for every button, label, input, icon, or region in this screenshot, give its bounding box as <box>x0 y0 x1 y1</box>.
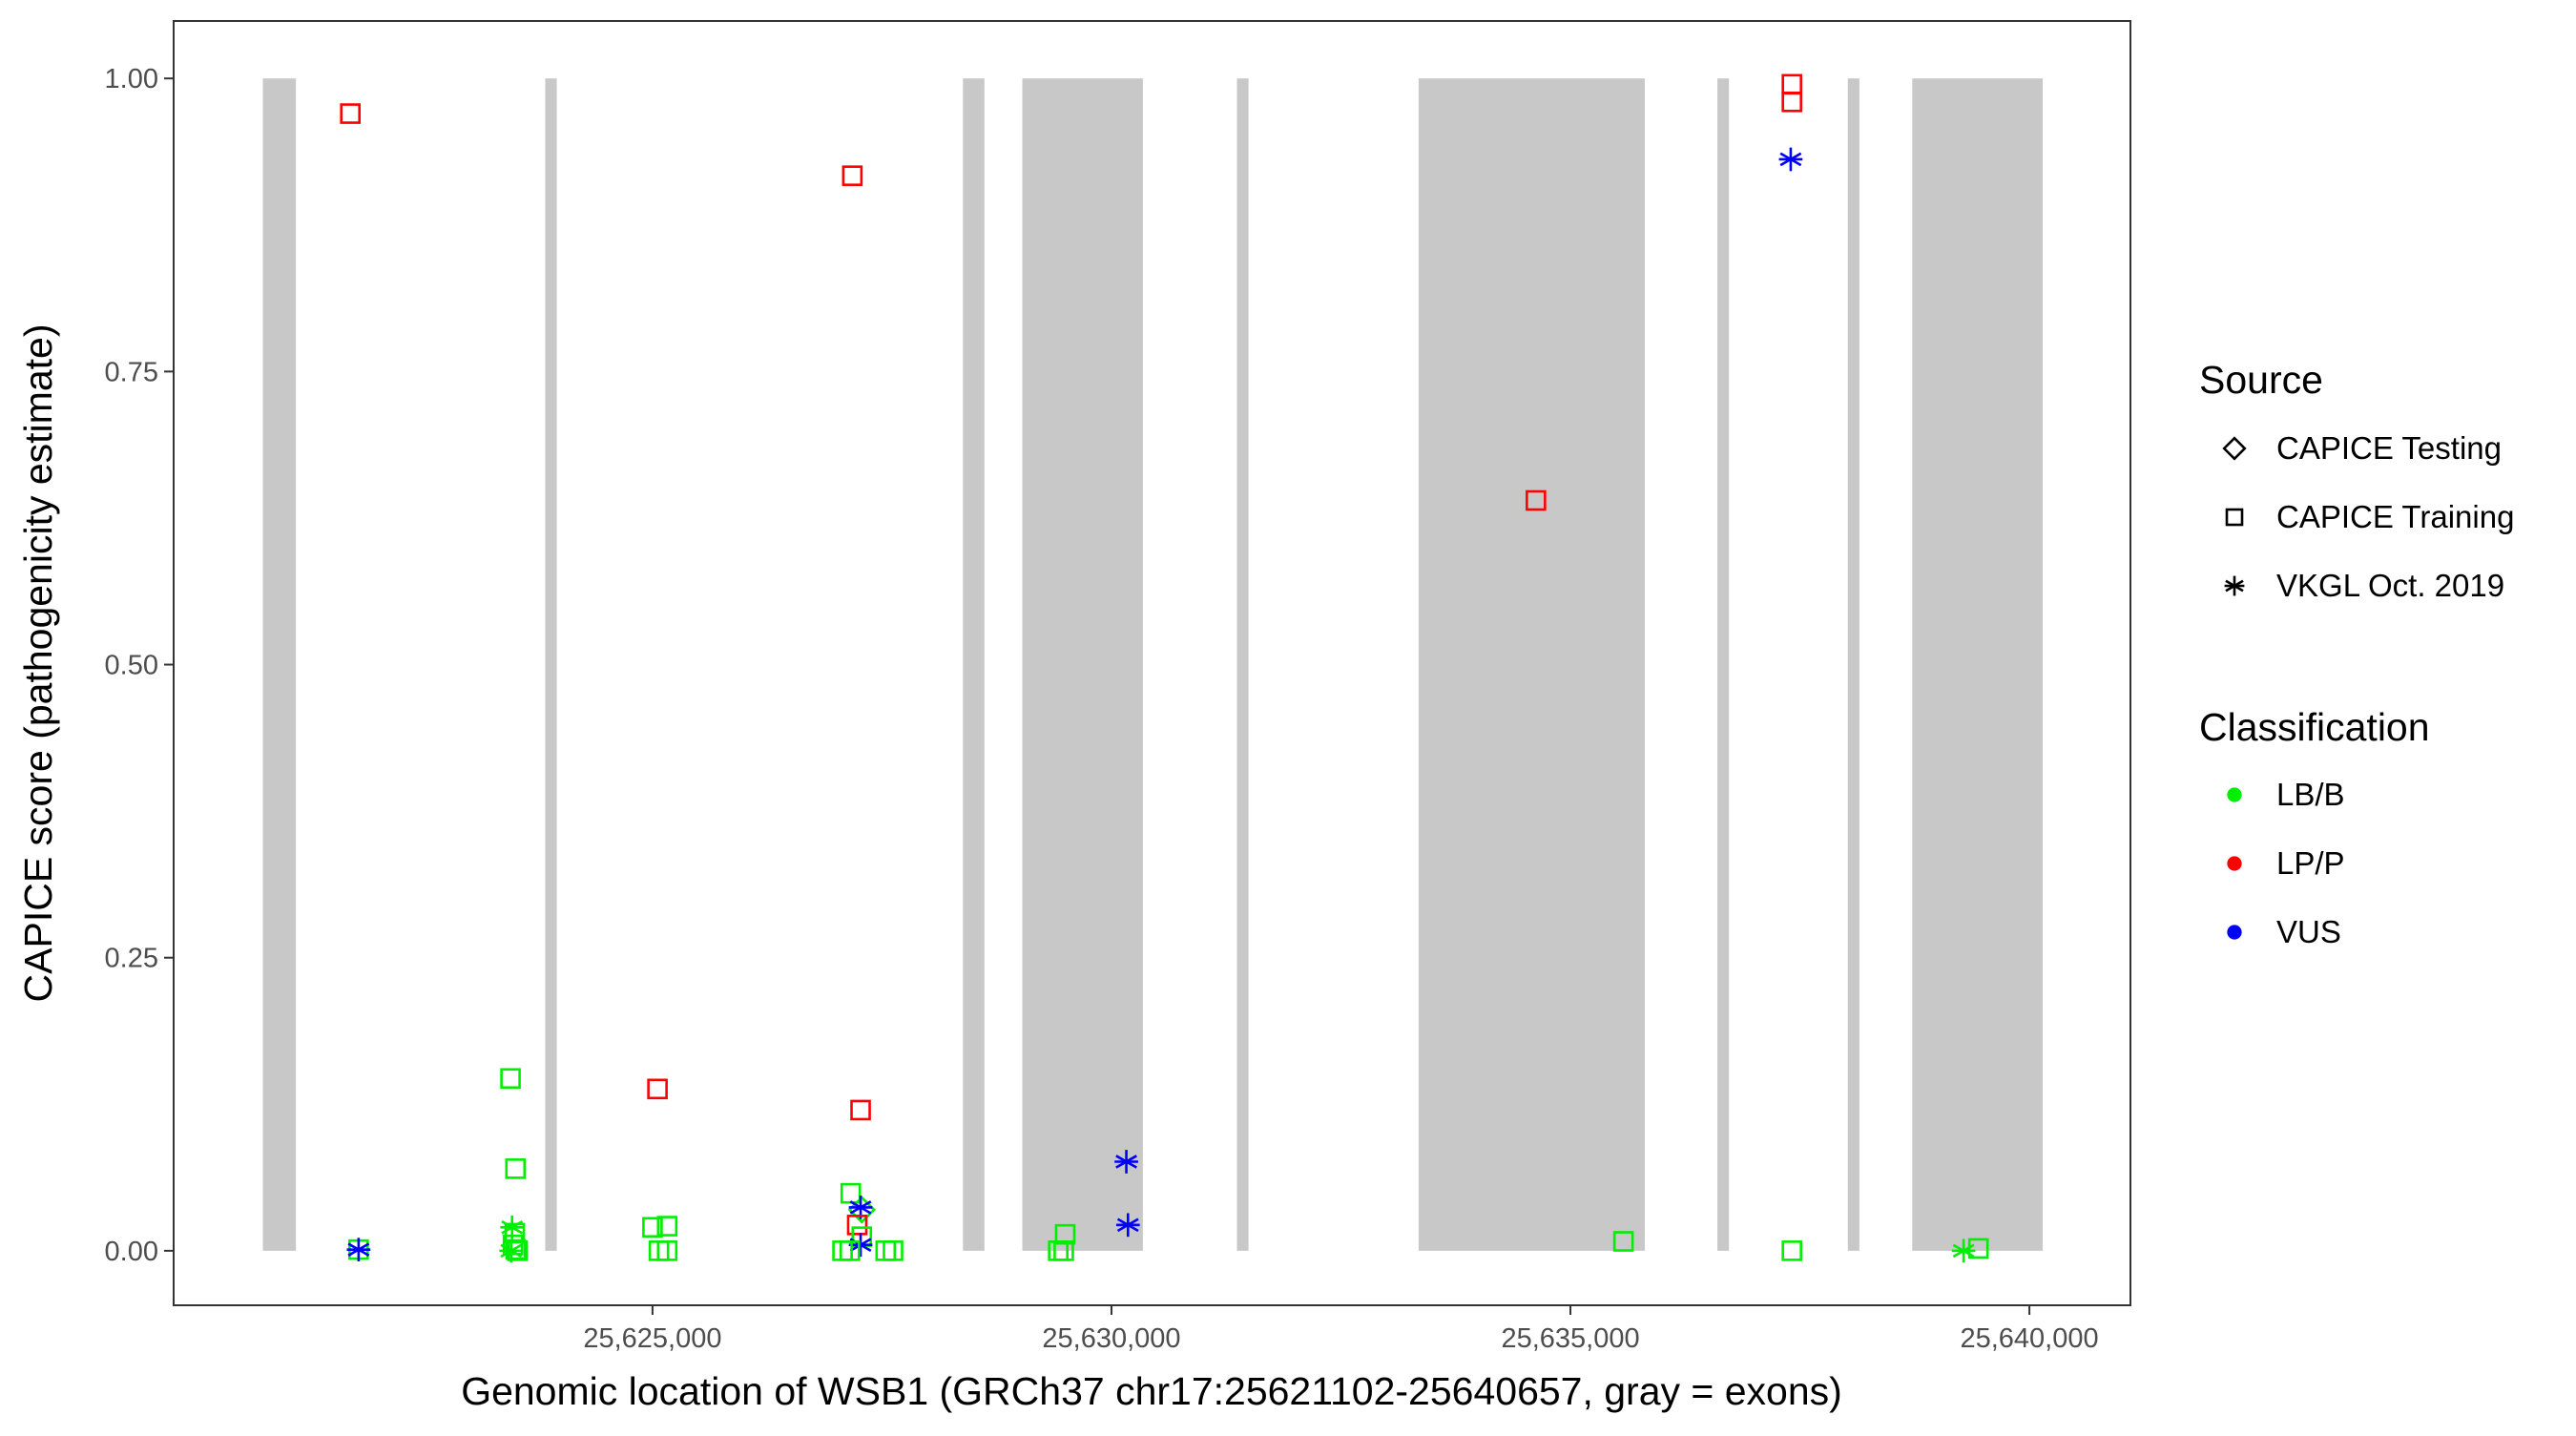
y-tick-label: 1.00 <box>105 64 158 94</box>
x-axis: 25,625,000 25,630,000 25,635,000 25,640,000 <box>583 1305 2099 1354</box>
data-point-square <box>846 1215 868 1236</box>
x-tick-label: 25,630,000 <box>1042 1323 1180 1354</box>
data-points <box>340 73 1989 1263</box>
x-tick-label: 25,640,000 <box>1960 1323 2098 1354</box>
exon-band <box>545 78 557 1251</box>
data-point-square <box>841 165 863 186</box>
data-point-square <box>1781 91 1802 113</box>
legend-dot-icon <box>2227 925 2242 940</box>
exon-band <box>1717 78 1730 1251</box>
data-point-square <box>502 1234 524 1256</box>
legend-source-title: Source <box>2199 358 2323 402</box>
data-point-square <box>1054 1223 1076 1245</box>
x-tick-label: 25,635,000 <box>1501 1323 1639 1354</box>
exon-band <box>1912 78 2044 1251</box>
legend-class-label: VUS <box>2276 914 2341 949</box>
data-point-star <box>1114 1150 1138 1174</box>
data-point-square <box>1053 1240 1074 1261</box>
y-tick-label: 0.00 <box>105 1237 158 1267</box>
data-point-star <box>346 1238 371 1261</box>
x-tick-label: 25,625,000 <box>583 1323 721 1354</box>
data-point-square <box>656 1216 678 1237</box>
data-point-square <box>500 1068 521 1090</box>
legend-source-label: CAPICE Testing <box>2276 430 2502 466</box>
plot-panel-border <box>173 20 2131 1306</box>
legend-dot-icon <box>2227 856 2242 871</box>
legend-source-label: VKGL Oct. 2019 <box>2276 568 2504 603</box>
legend-square-icon <box>2225 508 2244 527</box>
data-point-star <box>1778 147 1803 172</box>
data-point-square <box>1526 489 1547 511</box>
data-point-square <box>642 1217 663 1238</box>
exon-bands <box>262 78 2044 1251</box>
y-tick-label: 0.25 <box>105 944 158 974</box>
data-point-square <box>505 1158 527 1179</box>
exon-band <box>262 78 297 1251</box>
data-point-square <box>1612 1231 1634 1252</box>
data-point-star <box>848 1196 873 1219</box>
data-point-square <box>850 1099 871 1121</box>
data-point-square <box>340 103 362 124</box>
exon-band <box>1236 78 1249 1251</box>
y-axis: 0.00 0.25 0.50 0.75 1.00 <box>105 64 174 1267</box>
legend-source-label: CAPICE Training <box>2276 499 2514 534</box>
legend-class-label: LB/B <box>2276 777 2345 812</box>
legend-dot-icon <box>2227 787 2242 802</box>
data-point-square <box>883 1240 904 1261</box>
legend-star-icon <box>2224 575 2245 596</box>
x-axis-title: Genomic location of WSB1 (GRCh37 chr17:2… <box>461 1369 1842 1413</box>
data-point-square <box>840 1182 862 1204</box>
data-point-square <box>647 1078 668 1100</box>
y-tick-label: 0.75 <box>105 357 158 387</box>
exon-band <box>1418 78 1645 1251</box>
legend-diamond-icon <box>2222 436 2247 461</box>
data-point-square <box>839 1240 861 1261</box>
data-point-square <box>1781 73 1802 95</box>
legend: Source Classification CAPICE Testing CAPI… <box>2199 358 2514 949</box>
y-axis-title: CAPICE score (pathogenicity estimate) <box>16 324 60 1003</box>
data-point-star <box>1115 1213 1140 1238</box>
y-tick-label: 0.50 <box>105 651 158 681</box>
data-point-square <box>1781 1240 1802 1261</box>
exon-band <box>1022 78 1143 1251</box>
legend-class-title: Classification <box>2199 705 2430 749</box>
data-point-diamond <box>847 1196 876 1224</box>
data-point-square <box>875 1240 897 1261</box>
data-point-square <box>507 1240 529 1261</box>
exon-band <box>963 78 985 1251</box>
data-point-square <box>1967 1238 1989 1259</box>
legend-class-label: LP/P <box>2276 845 2345 881</box>
data-point-square <box>656 1240 678 1261</box>
exon-band <box>1847 78 1859 1251</box>
